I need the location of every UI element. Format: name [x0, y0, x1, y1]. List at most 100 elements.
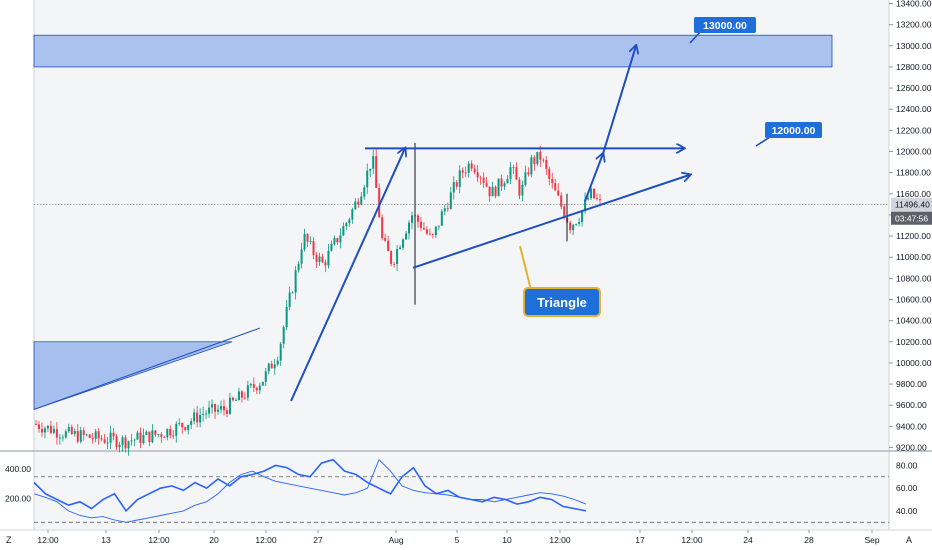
candle-body	[318, 256, 321, 262]
candle-body	[76, 431, 79, 442]
candle-body	[542, 159, 545, 161]
candle-body	[291, 292, 294, 294]
candle-body	[228, 397, 231, 414]
candle-body	[482, 177, 485, 184]
candle-body	[449, 192, 452, 209]
candle-body	[70, 427, 73, 434]
candle-body	[411, 215, 413, 223]
candle-body	[199, 415, 202, 423]
y-tick-label: 9400.00	[896, 421, 927, 431]
triangle-label-box	[523, 287, 601, 317]
candle-body	[43, 428, 46, 433]
y-tick-label: 10800.00	[896, 273, 932, 283]
candle-body	[133, 439, 136, 441]
candle-body	[584, 199, 587, 211]
candle-body	[464, 172, 467, 174]
candle-body	[572, 224, 575, 231]
candle-body	[100, 438, 103, 440]
candle-body	[393, 263, 396, 265]
candle-body	[223, 406, 225, 411]
y-tick-label: 10600.00	[896, 295, 932, 305]
candle-body	[237, 391, 240, 401]
y-tick-label: 11800.00	[896, 168, 931, 178]
candle-body	[476, 172, 479, 178]
osc-series-line	[33, 458, 587, 523]
candle-body	[303, 234, 306, 250]
triangle-label-text: Triangle	[537, 295, 587, 310]
candle-body	[557, 190, 560, 196]
candle-body	[405, 233, 408, 240]
candle-body	[121, 437, 124, 445]
candle-body	[369, 168, 372, 171]
y-tick-label: 11000.00	[896, 252, 931, 262]
candle-body	[55, 429, 58, 438]
candle-body	[452, 182, 455, 193]
candle-body	[196, 412, 199, 423]
y-tick-label: 10200.00	[896, 337, 932, 347]
candle-body	[372, 156, 375, 169]
candle-body	[52, 429, 55, 433]
candle-body	[255, 387, 258, 391]
candle-body	[500, 178, 503, 187]
candle-body	[461, 170, 464, 173]
osc-left-tick: 200.00	[5, 493, 31, 503]
candle-body	[88, 434, 91, 438]
candle-body	[336, 238, 339, 243]
indicator-pane	[33, 458, 889, 523]
candle-body	[91, 437, 94, 439]
candle-body	[497, 178, 500, 197]
time-axis[interactable]: 12:00 13 12:00 20 12:00 27 Aug 5 10 12:00 17 12:00 2…	[37, 530, 880, 545]
candle-body	[327, 250, 330, 266]
candle-body	[381, 217, 384, 239]
candle-body	[208, 407, 211, 414]
candle-body	[509, 167, 512, 179]
candle-body	[521, 184, 524, 196]
x-tick-label: 27	[313, 535, 323, 545]
last-price-label: 11496.40	[895, 200, 930, 210]
y-tick-label: 10000.00	[896, 358, 932, 368]
auto-scale-glyph[interactable]: A	[906, 535, 912, 545]
candle-body	[545, 160, 548, 169]
candle-body	[94, 431, 97, 439]
candle-body	[288, 292, 291, 307]
callout-12000-box	[765, 122, 822, 138]
candle-body	[536, 151, 539, 164]
candle-body	[184, 427, 187, 430]
candle-body	[157, 434, 160, 436]
candle-body	[437, 225, 440, 227]
candle-body	[390, 251, 393, 264]
candle-body	[378, 187, 381, 218]
candle-body	[360, 196, 363, 205]
candle-body	[560, 195, 563, 207]
candle-body	[309, 241, 312, 242]
rising-support-arrow	[412, 175, 690, 269]
candle-body	[363, 187, 366, 197]
candle-body	[530, 157, 533, 175]
candle-body	[494, 186, 497, 197]
candle-body	[225, 410, 228, 414]
y-tick-label: 11600.00	[896, 189, 931, 199]
candle-body	[160, 434, 163, 438]
y-tick-label: 12000.00	[896, 147, 932, 157]
x-tick-label: 10	[502, 535, 512, 545]
candle-body	[330, 243, 333, 251]
price-axis[interactable]: 13400.00 13200.00 13000.00 12800.00 12600.00…	[889, 0, 932, 453]
x-tick-label: 17	[635, 535, 645, 545]
candle-body	[67, 427, 70, 432]
candle-body	[109, 432, 112, 443]
y-tick-label: 12400.00	[896, 104, 932, 114]
candle-body	[61, 437, 64, 439]
candle-body	[252, 384, 255, 388]
candle-body	[261, 381, 264, 386]
candle-body	[485, 183, 488, 187]
x-tick-label: 12:00	[37, 535, 59, 545]
callout-12000-text: 12000.00	[772, 125, 816, 137]
candle-body	[506, 178, 509, 184]
candle-body	[297, 263, 300, 271]
candle-body	[387, 240, 390, 252]
candle-body	[187, 424, 190, 430]
candle-body	[270, 363, 273, 369]
candle-body	[416, 215, 419, 222]
zoom-glyph[interactable]: Z	[6, 535, 12, 545]
